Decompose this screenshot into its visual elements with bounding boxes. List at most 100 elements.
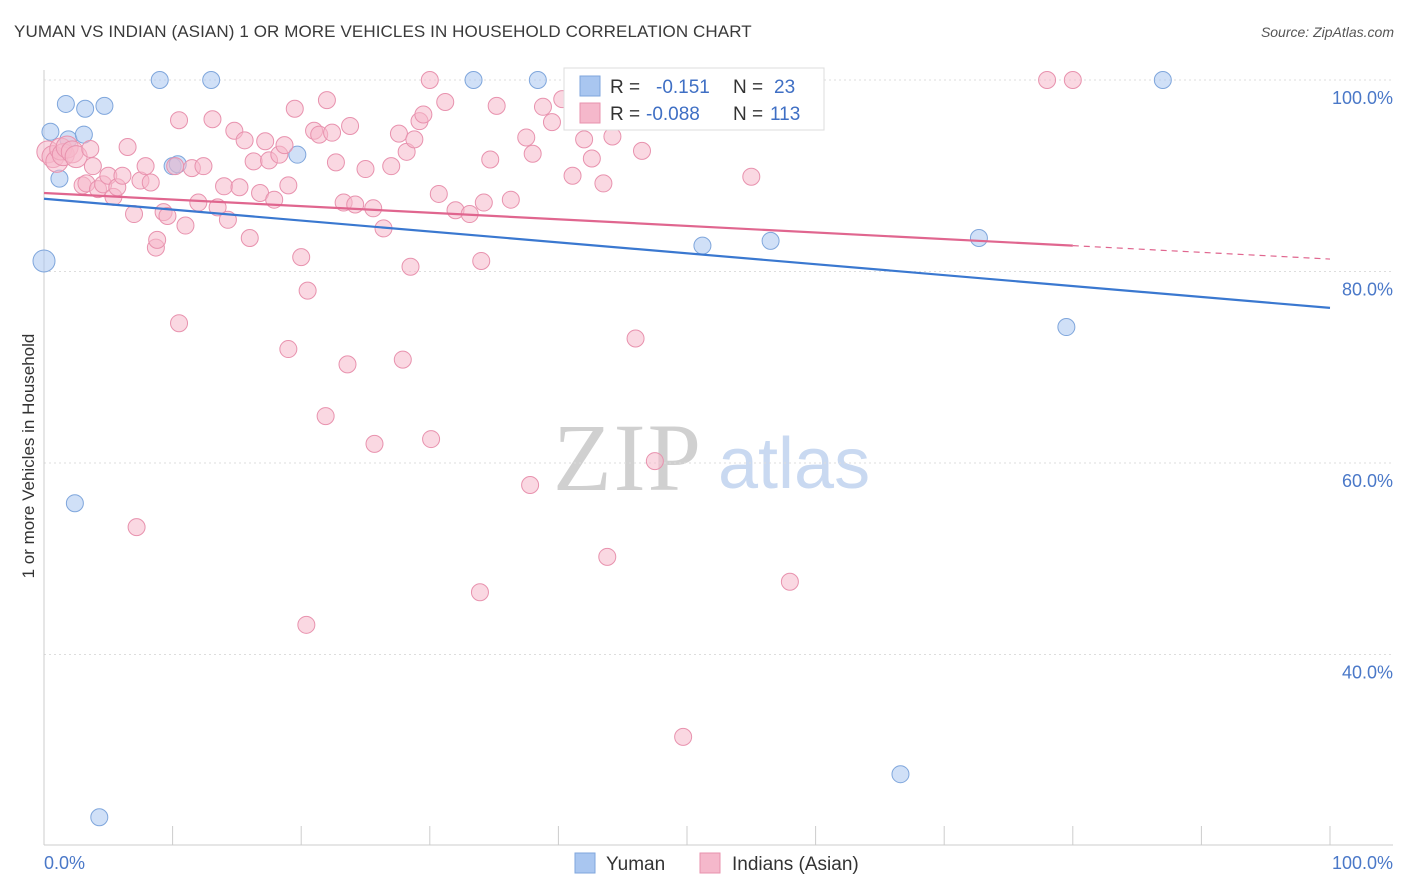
point-indians-51: [298, 281, 317, 300]
point-indians-29: [176, 216, 195, 235]
y-tick-label-60: 60.0%: [1342, 471, 1393, 491]
point-indians-40: [240, 228, 259, 247]
point-indians-89: [632, 141, 651, 160]
y-tick-label-80: 80.0%: [1342, 280, 1393, 300]
legend-n-label-indians: N =: [733, 104, 763, 125]
source-credit: Source: ZipAtlas.com: [1260, 24, 1394, 40]
point-indians-86: [594, 174, 613, 193]
point-indians-33: [203, 110, 222, 129]
point-indians-59: [346, 195, 365, 214]
point-yuman-8: [150, 71, 169, 89]
stats-legend: R = -0.151 N = 23 R = -0.088 N = 113: [563, 67, 825, 131]
point-indians-71: [436, 93, 455, 112]
point-indians-95: [170, 314, 189, 333]
point-indians-76: [487, 96, 506, 115]
point-yuman-21: [90, 808, 109, 827]
point-indians-94: [127, 518, 146, 537]
point-indians-80: [533, 97, 552, 116]
point-indians-66: [405, 130, 424, 149]
point-indians-93: [626, 329, 645, 348]
point-yuman-11: [202, 71, 221, 89]
point-yuman-20: [65, 494, 84, 513]
point-indians-78: [517, 128, 536, 147]
point-indians-91: [1038, 71, 1057, 89]
point-indians-38: [230, 178, 249, 197]
point-indians-39: [235, 131, 254, 150]
point-indians-43: [256, 132, 275, 151]
data-points: [32, 71, 1172, 827]
point-indians-81: [542, 113, 561, 132]
point-indians-31: [189, 193, 208, 212]
x-tick-label-min: 0.0%: [44, 853, 85, 873]
trend-line-indians: [43, 191, 1073, 247]
point-indians-77: [501, 190, 520, 209]
chart-title: YUMAN VS INDIAN (ASIAN) 1 OR MORE VEHICL…: [14, 22, 752, 41]
y-tick-label-100: 100.0%: [1332, 88, 1393, 108]
point-indians-48: [279, 176, 298, 195]
y-axis-title: 1 or more Vehicles in Household: [19, 334, 38, 579]
legend-r-value-indians: -0.088: [646, 104, 700, 125]
point-yuman-6: [76, 99, 95, 118]
point-yuman-0: [32, 249, 56, 273]
watermark-zip: ZIP: [553, 404, 703, 511]
point-indians-85: [582, 149, 601, 168]
x-axis-ticks: [43, 826, 1331, 845]
point-indians-56: [326, 153, 345, 172]
point-indians-58: [341, 116, 360, 135]
point-indians-106: [645, 452, 664, 471]
point-indians-101: [401, 257, 420, 276]
point-yuman-22: [891, 765, 910, 784]
point-yuman-19: [1057, 318, 1076, 337]
point-indians-64: [389, 124, 408, 143]
series-legend-swatch-indians: [699, 852, 721, 874]
point-indians-102: [422, 430, 441, 449]
legend-n-label-yuman: N =: [733, 77, 763, 98]
point-indians-105: [598, 547, 617, 566]
point-indians-22: [141, 173, 160, 192]
point-indians-103: [472, 251, 491, 270]
point-indians-17: [113, 166, 132, 185]
point-yuman-18: [1153, 71, 1172, 89]
legend-r-label-indians: R =: [610, 104, 640, 125]
legend-r-value-yuman: -0.151: [656, 77, 710, 98]
point-indians-110: [674, 727, 693, 746]
y-tick-label-40: 40.0%: [1342, 663, 1393, 683]
point-indians-50: [292, 248, 311, 267]
point-indians-63: [382, 157, 401, 176]
point-indians-84: [575, 130, 594, 149]
point-indians-21: [136, 157, 155, 176]
point-indians-26: [158, 206, 177, 225]
x-tick-label-max: 100.0%: [1332, 853, 1393, 873]
point-indians-108: [297, 615, 316, 634]
series-legend-label-indians: Indians (Asian): [732, 854, 859, 875]
point-indians-90: [742, 167, 761, 186]
point-indians-68: [414, 105, 433, 124]
point-yuman-3: [56, 94, 75, 113]
point-indians-92: [1063, 71, 1082, 89]
series-legend-label-yuman: Yuman: [606, 854, 665, 875]
point-indians-28: [170, 111, 189, 130]
point-indians-24: [148, 230, 167, 249]
point-indians-70: [429, 184, 448, 203]
point-yuman-7: [95, 96, 114, 115]
point-indians-96: [279, 340, 298, 359]
point-indians-32: [194, 157, 213, 176]
point-indians-97: [316, 407, 335, 426]
point-indians-104: [521, 476, 540, 495]
point-indians-47: [275, 136, 294, 155]
point-indians-75: [481, 150, 500, 169]
point-indians-11: [83, 157, 102, 176]
point-indians-41: [244, 152, 263, 171]
point-indians-54: [317, 91, 336, 110]
watermark-atlas: atlas: [718, 424, 870, 504]
stats-legend-box: [563, 67, 825, 131]
point-indians-87: [603, 127, 622, 146]
point-indians-61: [364, 199, 383, 218]
point-indians-60: [356, 160, 375, 179]
point-indians-107: [470, 583, 489, 602]
point-yuman-12: [288, 145, 307, 164]
point-indians-74: [474, 193, 493, 212]
series-legend-swatch-yuman: [574, 852, 596, 874]
series-legend: Yuman Indians (Asian): [574, 852, 859, 875]
